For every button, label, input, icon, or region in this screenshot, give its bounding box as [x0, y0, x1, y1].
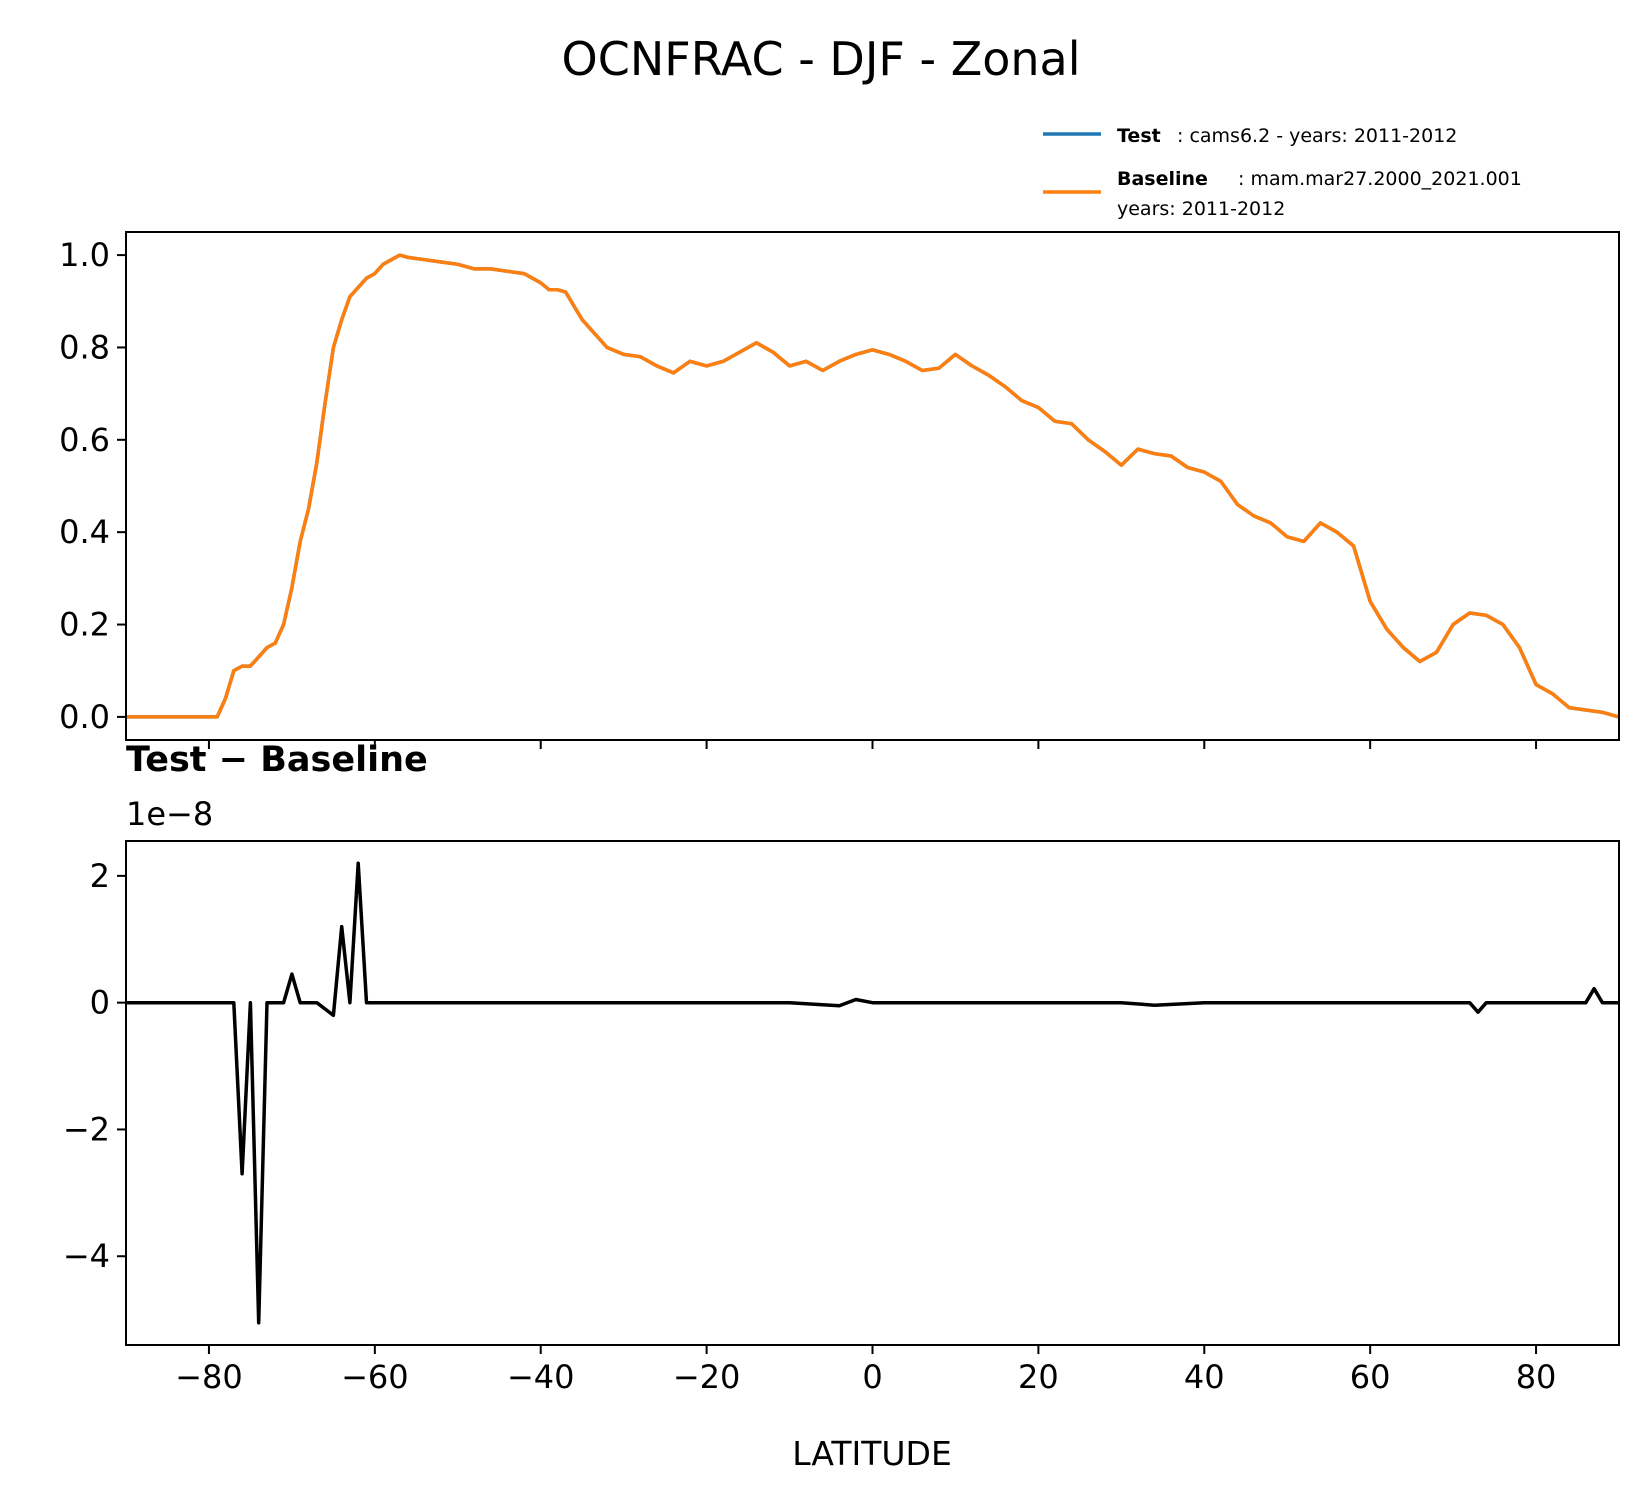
top-y-ticks: 0.0 0.2 0.4 0.6 0.8 1.0: [59, 236, 126, 736]
bottom-y-tick-label: 0: [90, 984, 110, 1022]
legend: Test : cams6.2 - years: 2011-2012 Baseli…: [1043, 125, 1522, 220]
top-y-tick-label: 0.4: [59, 513, 110, 551]
legend-baseline-label: Baseline: [1117, 168, 1208, 190]
top-y-tick-label: 0.0: [59, 698, 110, 736]
bottom-x-tick-label: 60: [1350, 1358, 1391, 1396]
series-line-test: [126, 253, 1620, 719]
bottom-plot: Test − Baseline 1e−8 −4−202 −80 −60 −40 −20…: [63, 740, 1620, 1473]
bottom-y-tick-label: −4: [63, 1237, 110, 1275]
bottom-x-ticks: −80 −60 −40 −20 0 20 40 60 80: [175, 1345, 1556, 1396]
bottom-y-ticks: −4 −2 0 2: [63, 857, 126, 1275]
top-plot: 0.0 0.2 0.4 0.6 0.8 1.0: [59, 231, 1620, 749]
legend-test-label: Test: [1117, 125, 1161, 147]
bottom-series: [126, 861, 1619, 1325]
legend-test-text: : cams6.2 - years: 2011-2012: [1177, 125, 1457, 147]
top-y-tick-label: 1.0: [59, 236, 110, 274]
bottom-x-tick-label: 80: [1516, 1358, 1557, 1396]
top-y-tick-label: 0.6: [59, 421, 110, 459]
top-y-tick-label: 0.2: [59, 606, 110, 644]
bottom-x-tick-label: 40: [1184, 1358, 1225, 1396]
top-x-ticks: [207, 740, 1538, 749]
legend-baseline-text2: years: 2011-2012: [1117, 198, 1285, 220]
x-axis-label: LATITUDE: [792, 1434, 952, 1473]
diff-title: Test − Baseline: [126, 740, 428, 780]
bottom-x-tick-label: 0: [862, 1358, 882, 1396]
legend-baseline-text: : mam.mar27.2000_2021.001: [1238, 168, 1522, 190]
bottom-y-tick-label: −2: [63, 1110, 110, 1148]
bottom-x-tick-label: −60: [341, 1358, 409, 1396]
bottom-x-tick-label: −40: [507, 1358, 575, 1396]
diff-offset-text: 1e−8: [126, 795, 213, 833]
bottom-y-tick-label: 2: [90, 857, 110, 895]
bottom-x-tick-label: 20: [1018, 1358, 1059, 1396]
series-line-difference: [126, 861, 1619, 1325]
top-series: [126, 253, 1620, 719]
figure-title: OCNFRAC - DJF - Zonal: [562, 32, 1081, 86]
top-y-tick-label: 0.8: [59, 328, 110, 366]
series-line-baseline: [126, 253, 1620, 719]
top-plot-frame: [125, 231, 1620, 741]
bottom-plot-frame: [125, 840, 1620, 1346]
bottom-x-tick-label: −80: [175, 1358, 243, 1396]
bottom-x-tick-label: −20: [673, 1358, 741, 1396]
